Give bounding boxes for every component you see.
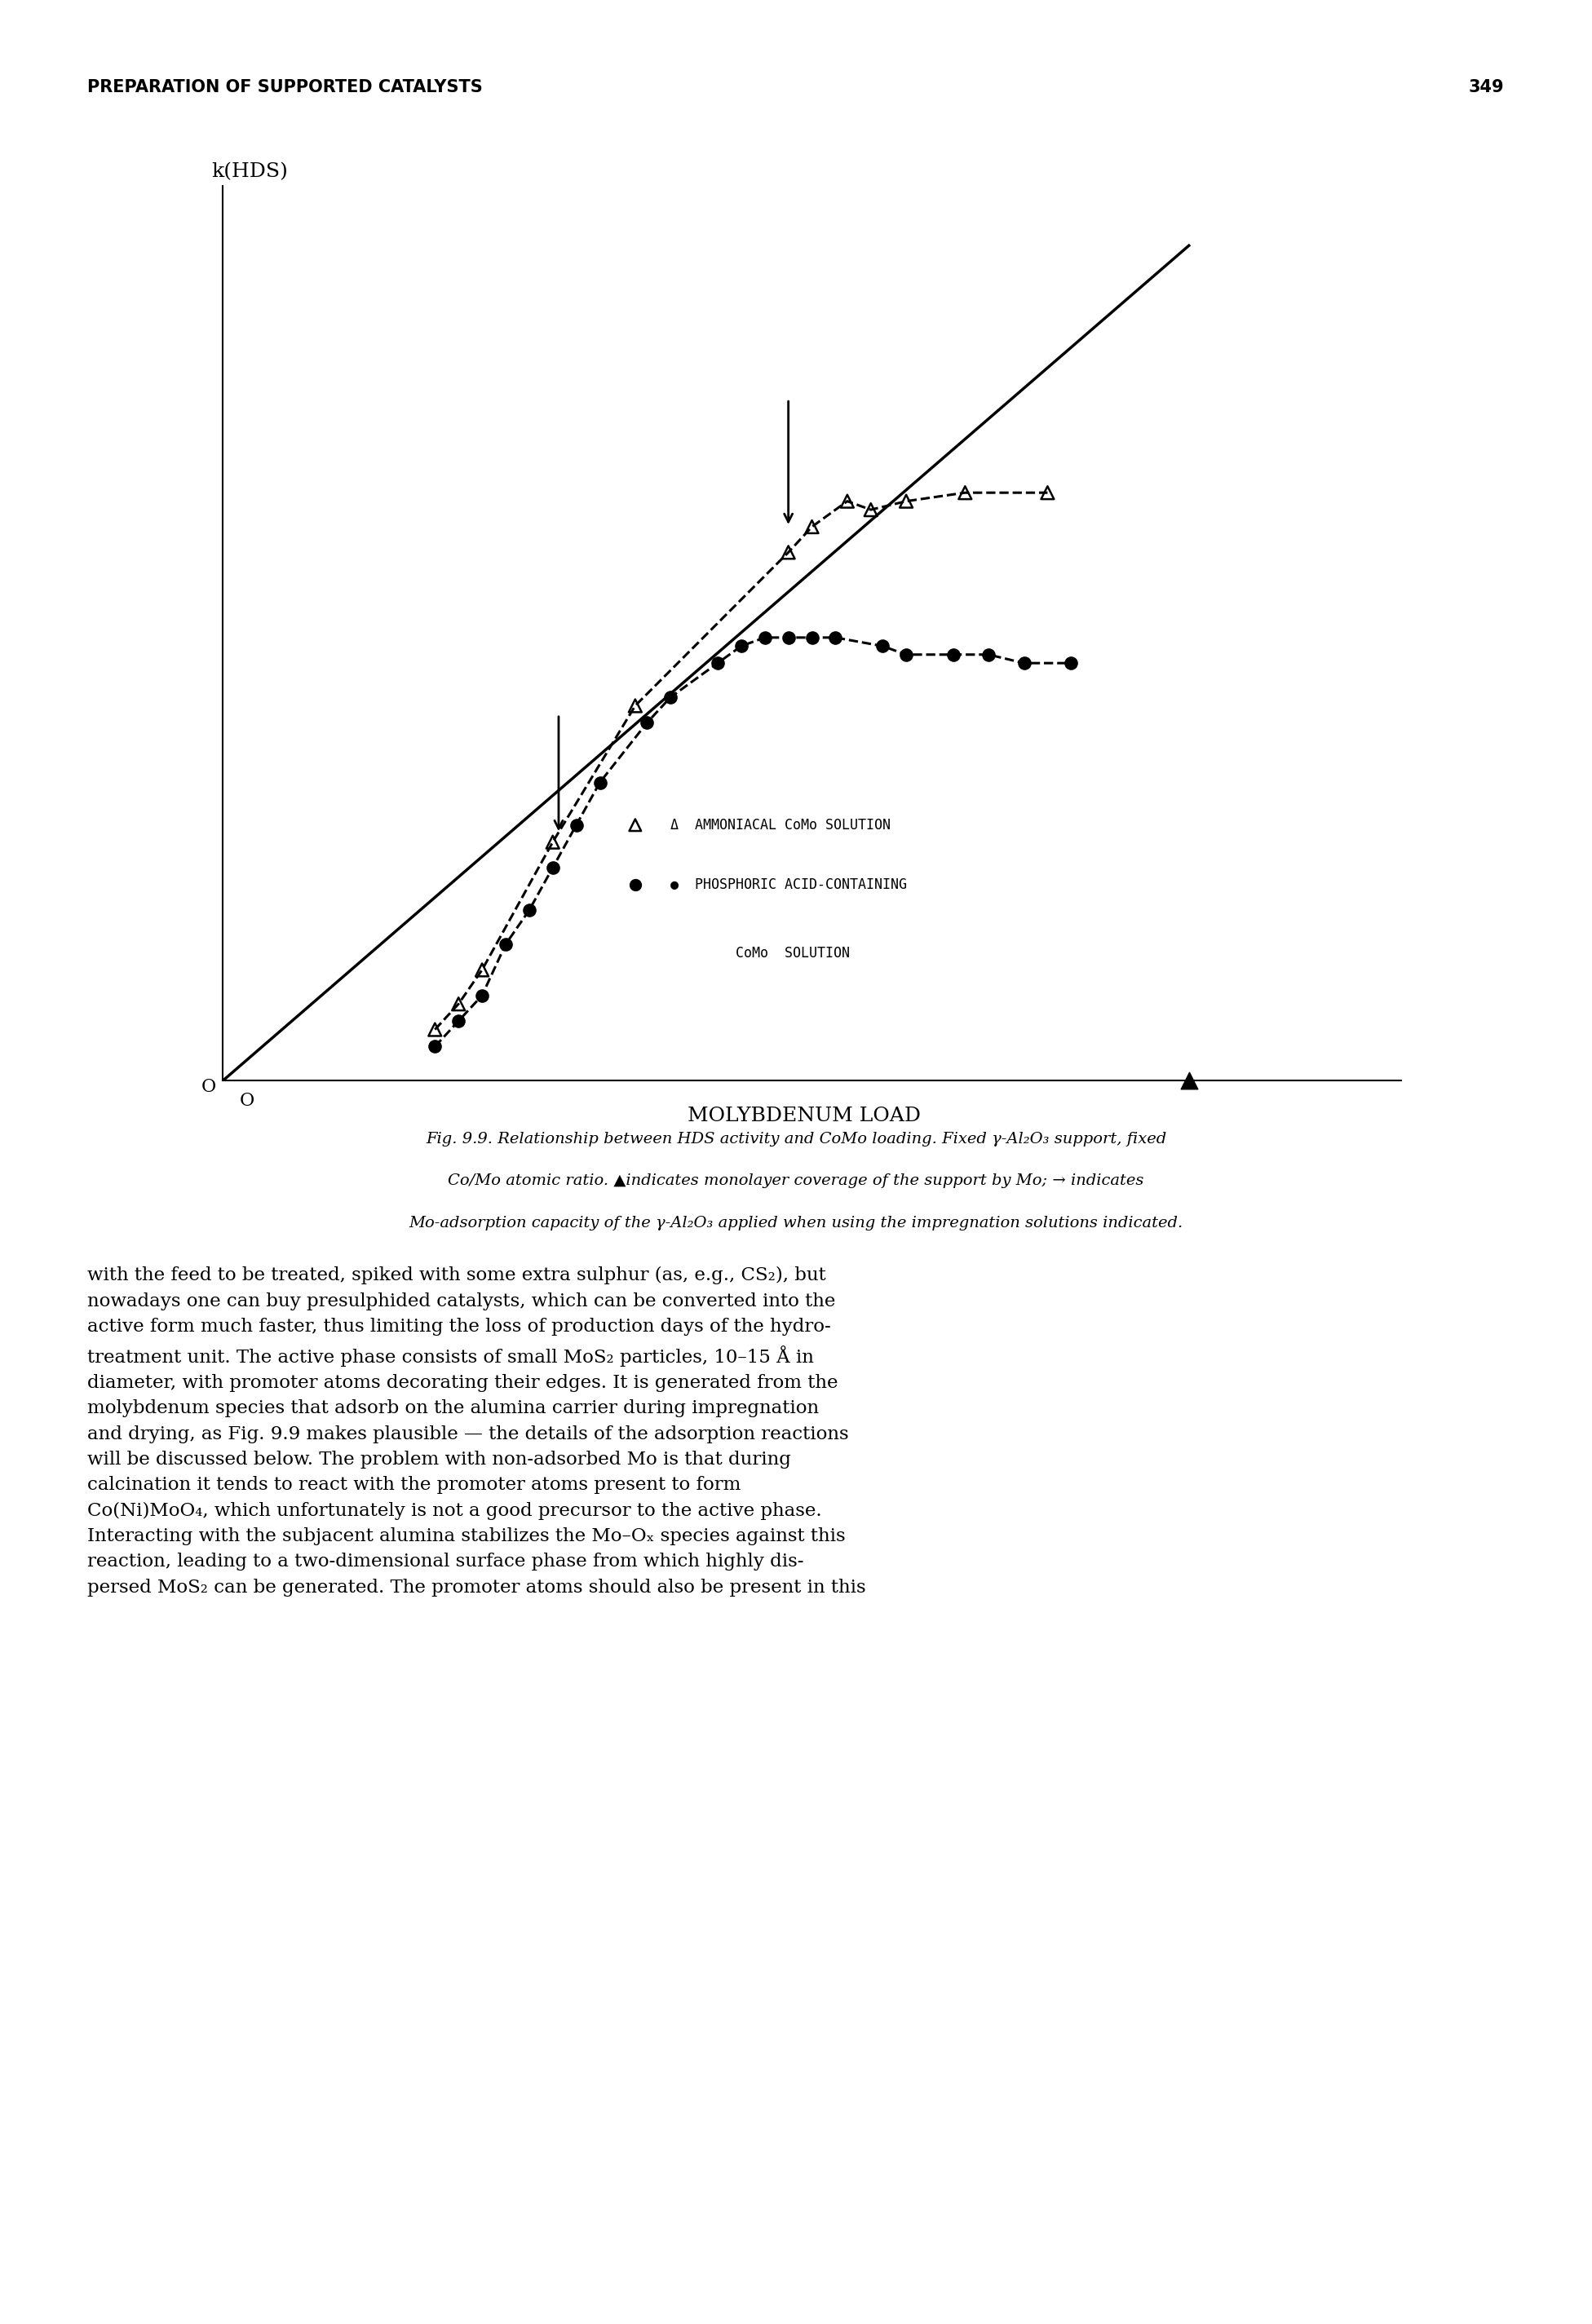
Text: 349: 349 — [1469, 79, 1504, 95]
Text: Fig. 9.9. Relationship between HDS activity and CoMo loading. Fixed γ-Al₂O₃ supp: Fig. 9.9. Relationship between HDS activ… — [425, 1132, 1167, 1146]
Point — [446, 1002, 471, 1039]
Point — [941, 637, 966, 674]
Point — [622, 867, 648, 904]
Point — [446, 985, 471, 1023]
Text: PREPARATION OF SUPPORTED CATALYSTS: PREPARATION OF SUPPORTED CATALYSTS — [88, 79, 482, 95]
Text: with the feed to be treated, spiked with some extra sulphur (as, e.g., CS₂), but: with the feed to be treated, spiked with… — [88, 1267, 866, 1597]
Point — [1011, 644, 1036, 681]
Point — [622, 806, 648, 844]
Point — [422, 1027, 447, 1064]
Point — [823, 618, 849, 655]
Point — [470, 951, 495, 988]
Point — [751, 618, 777, 655]
Point — [834, 483, 860, 521]
Text: MOLYBDENUM LOAD: MOLYBDENUM LOAD — [688, 1106, 920, 1125]
Point — [540, 848, 565, 885]
Text: ●  PHOSPHORIC ACID-CONTAINING: ● PHOSPHORIC ACID-CONTAINING — [670, 878, 907, 892]
Text: Mo-adsorption capacity of the γ-Al₂O₃ applied when using the impregnation soluti: Mo-adsorption capacity of the γ-Al₂O₃ ap… — [409, 1215, 1183, 1229]
Point — [494, 925, 519, 962]
Point — [869, 627, 895, 665]
Point — [799, 618, 825, 655]
Point — [775, 618, 801, 655]
Point — [516, 892, 541, 930]
Point — [799, 509, 825, 546]
Text: CoMo  SOLUTION: CoMo SOLUTION — [736, 946, 850, 960]
Point — [775, 535, 801, 572]
Point — [587, 765, 613, 802]
Point — [657, 679, 683, 716]
Point — [893, 483, 919, 521]
Point — [1176, 1062, 1202, 1099]
Point — [976, 637, 1001, 674]
Point — [422, 1011, 447, 1048]
Point — [622, 688, 648, 725]
Point — [952, 474, 977, 511]
Point — [1035, 474, 1060, 511]
Text: Δ  AMMONIACAL CoMo SOLUTION: Δ AMMONIACAL CoMo SOLUTION — [670, 818, 892, 832]
Text: O: O — [201, 1078, 217, 1097]
Text: k(HDS): k(HDS) — [212, 163, 288, 181]
Point — [1059, 644, 1084, 681]
Point — [564, 806, 589, 844]
Point — [858, 490, 884, 528]
Point — [729, 627, 755, 665]
Point — [540, 823, 565, 860]
Text: Co/Mo atomic ratio. ▲indicates monolayer coverage of the support by Mo; → indica: Co/Mo atomic ratio. ▲indicates monolayer… — [447, 1174, 1145, 1188]
Point — [470, 976, 495, 1013]
Point — [634, 704, 659, 741]
Text: O: O — [239, 1092, 255, 1111]
Point — [893, 637, 919, 674]
Point — [705, 644, 731, 681]
